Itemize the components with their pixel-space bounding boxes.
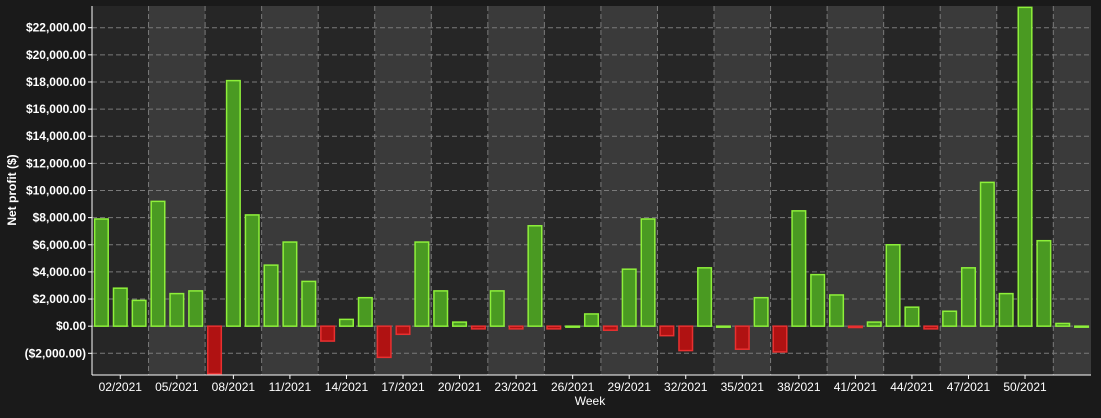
bar-37/2021 xyxy=(772,325,788,353)
bar-49/2021 xyxy=(998,292,1014,327)
y-tick-label: $18,000.00 xyxy=(26,75,86,89)
bar-35/2021 xyxy=(734,325,750,350)
bar-27/2021 xyxy=(583,313,600,327)
bar-28/2021 xyxy=(602,325,618,331)
bar-03/2021 xyxy=(131,299,147,327)
x-tick-label: 08/2021 xyxy=(212,380,256,394)
x-tick-labels: 02/2021 05/2021 08/2021 11/2021 14/2021 17/20… xyxy=(99,375,1047,394)
y-tick-label: ($2,000.00) xyxy=(25,346,86,360)
x-tick-label: 38/2021 xyxy=(777,380,821,394)
bar-48/2021 xyxy=(979,181,995,327)
bar-series xyxy=(93,6,1090,375)
bar-17/2021 xyxy=(395,325,411,336)
bar-12/2021 xyxy=(301,280,317,327)
bar-01/2021 xyxy=(93,218,109,327)
bar-31/2021 xyxy=(659,325,675,337)
bar-06/2021 xyxy=(188,290,204,327)
grid-lines xyxy=(91,6,1091,375)
y-tick-label: $6,000.00 xyxy=(33,238,87,252)
x-tick-label: 17/2021 xyxy=(381,380,425,394)
x-tick-label: 50/2021 xyxy=(1003,380,1047,394)
bar-16/2021 xyxy=(376,325,392,359)
bar-07/2021 xyxy=(206,325,223,375)
bar-22/2021 xyxy=(489,290,505,327)
y-tick-label: $14,000.00 xyxy=(26,129,86,143)
bar-51/2021 xyxy=(1036,239,1052,327)
y-tick-label: $10,000.00 xyxy=(26,184,86,198)
y-tick-label: $16,000.00 xyxy=(26,102,86,116)
bar-44/2021 xyxy=(904,306,920,327)
bar-43/2021 xyxy=(885,244,901,327)
x-tick-label: 47/2021 xyxy=(947,380,991,394)
y-tick-label: $22,000.00 xyxy=(26,21,86,35)
bar-21/2021 xyxy=(470,325,486,330)
x-tick-label: 05/2021 xyxy=(155,380,199,394)
bar-05/2021 xyxy=(169,292,185,327)
x-tick-label: 35/2021 xyxy=(721,380,765,394)
y-tick-labels: ($2,000.00) $0.00 $2,000.00 $4,000.00 $6,000… xyxy=(25,21,92,360)
y-tick-label: $4,000.00 xyxy=(33,265,87,279)
bar-20/2021 xyxy=(452,321,468,327)
x-tick-label: 26/2021 xyxy=(551,380,595,394)
x-tick-label: 20/2021 xyxy=(438,380,482,394)
bar-46/2021 xyxy=(942,310,958,327)
bar-41/2021 xyxy=(847,325,863,329)
x-tick-label: 41/2021 xyxy=(834,380,878,394)
x-tick-label: 23/2021 xyxy=(494,380,538,394)
x-tick-label: 14/2021 xyxy=(325,380,369,394)
bar-42/2021 xyxy=(866,321,882,327)
bar-40/2021 xyxy=(829,294,845,327)
y-tick-label: $12,000.00 xyxy=(26,156,86,170)
x-tick-label: 44/2021 xyxy=(890,380,934,394)
bar-26/2021 xyxy=(565,325,581,328)
bar-19/2021 xyxy=(433,290,449,327)
y-tick-label: $2,000.00 xyxy=(33,292,87,306)
bar-30/2021 xyxy=(640,218,656,327)
y-tick-label: $0.00 xyxy=(56,319,86,333)
bar-25/2021 xyxy=(546,325,562,330)
bar-38/2021 xyxy=(791,210,807,327)
bar-09/2021 xyxy=(244,214,260,327)
x-tick-label: 02/2021 xyxy=(99,380,143,394)
bar-11/2021 xyxy=(282,241,298,327)
bar-23/2021 xyxy=(508,325,524,330)
bar-02/2021 xyxy=(112,287,128,327)
bar-50/2021 xyxy=(1017,6,1033,327)
bar-24/2021 xyxy=(527,225,543,327)
bar-18/2021 xyxy=(414,241,430,327)
bar-36/2021 xyxy=(753,296,769,327)
bar-52/2021 xyxy=(1055,322,1071,327)
x-tick-label: 11/2021 xyxy=(269,380,312,394)
y-axis-label: Net profit ($) xyxy=(5,154,19,225)
bar-47/2021 xyxy=(960,267,977,327)
y-tick-label: $20,000.00 xyxy=(26,48,86,62)
bar-13/2021 xyxy=(320,325,336,342)
bar-33/2021 xyxy=(697,267,713,327)
bar-32/2021 xyxy=(678,325,694,352)
y-tick-label: $8,000.00 xyxy=(33,211,87,225)
bar-14/2021 xyxy=(338,318,354,327)
bar-04/2021 xyxy=(150,200,166,327)
x-tick-label: 32/2021 xyxy=(664,380,708,394)
x-axis-label: Week xyxy=(575,394,606,408)
bar-10/2021 xyxy=(263,264,279,327)
bar-53/2021 xyxy=(1074,325,1090,328)
bar-15/2021 xyxy=(357,296,373,327)
bar-39/2021 xyxy=(810,273,826,327)
bar-29/2021 xyxy=(621,268,637,327)
bar-08/2021 xyxy=(225,79,241,327)
bar-34/2021 xyxy=(715,325,731,328)
bar-45/2021 xyxy=(923,325,939,330)
x-tick-label: 29/2021 xyxy=(608,380,652,394)
